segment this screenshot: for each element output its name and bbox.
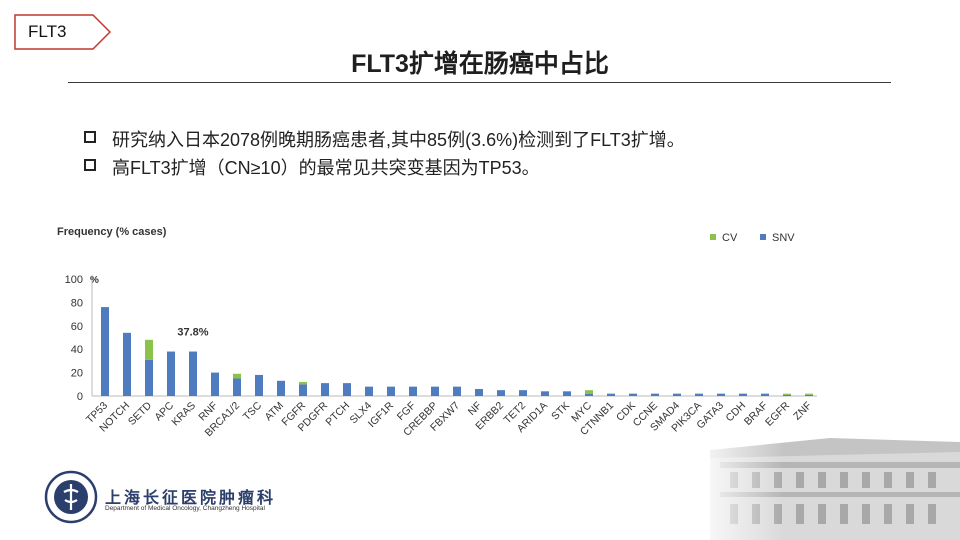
bar-snv xyxy=(651,393,659,396)
x-tick-label: ZNF xyxy=(791,400,814,423)
bar-snv xyxy=(673,393,681,396)
y-tick-label: 100 xyxy=(65,274,83,286)
section-tag: FLT3 xyxy=(14,14,112,50)
legend-label-cv: CV xyxy=(722,232,738,244)
square-bullet-icon xyxy=(84,131,96,143)
x-tick-label: EGFR xyxy=(763,399,792,428)
bar-snv xyxy=(475,388,483,396)
bar-snv xyxy=(585,393,593,396)
square-bullet-icon xyxy=(84,159,96,171)
bar-snv xyxy=(167,351,175,396)
y-tick-label: 60 xyxy=(71,321,83,333)
bar-snv xyxy=(497,390,505,396)
title-divider xyxy=(68,82,891,83)
x-tick-label: PTCH xyxy=(323,400,352,429)
bar-snv xyxy=(695,393,703,396)
bar-snv xyxy=(255,374,263,396)
bar-snv xyxy=(431,386,439,396)
bar-snv xyxy=(277,380,285,396)
hospital-building-image xyxy=(690,430,960,540)
bar-snv xyxy=(541,391,549,396)
bar-snv xyxy=(629,393,637,396)
bar-snv xyxy=(365,386,373,396)
bar-snv xyxy=(101,307,109,396)
bullet-text: 研究纳入日本2078例晚期肠癌患者,其中85例(3.6%)检测到了FLT3扩增。 xyxy=(112,130,685,150)
bar-snv xyxy=(299,384,307,396)
legend-label-snv: SNV xyxy=(772,232,795,244)
bar-snv xyxy=(233,378,241,396)
bar-snv xyxy=(145,359,153,396)
bar-cv xyxy=(299,381,307,385)
bar-cv xyxy=(233,373,241,379)
bar-cv xyxy=(585,390,593,394)
bar-snv xyxy=(387,386,395,396)
bar-snv xyxy=(607,393,615,396)
page-title: FLT3扩增在肠癌中占比 xyxy=(351,50,609,78)
x-tick-label: TSC xyxy=(241,399,265,423)
x-tick-label: KRAS xyxy=(169,400,198,429)
bar-snv xyxy=(783,394,791,396)
x-tick-label: STK xyxy=(549,400,572,423)
bar-snv xyxy=(453,386,461,396)
kras-annotation: 37.8% xyxy=(177,327,208,339)
bar-cv xyxy=(783,393,791,395)
bar-snv xyxy=(211,372,219,396)
bar-cv xyxy=(805,393,813,395)
bar-snv xyxy=(563,391,571,396)
bar-snv xyxy=(409,386,417,396)
bullet-text: 高FLT3扩增（CN≥10）的最常见共突变基因为TP53。 xyxy=(112,158,540,178)
x-tick-label: SETD xyxy=(126,399,155,428)
bar-snv xyxy=(519,390,527,396)
hospital-logo xyxy=(44,470,98,524)
bar-snv xyxy=(343,383,351,396)
y-unit-label: % xyxy=(90,275,99,286)
bar-cv xyxy=(145,339,153,360)
bar-snv xyxy=(189,351,197,396)
bar-snv xyxy=(739,393,747,396)
hospital-name: 上海长征医院肿瘤科 xyxy=(105,490,277,507)
y-tick-label: 20 xyxy=(71,368,83,380)
bar-snv xyxy=(321,383,329,396)
hospital-name-english: Department of Medical Oncology, Changzhe… xyxy=(105,505,265,512)
x-tick-label: IGF1R xyxy=(366,399,397,430)
legend-swatch-cv xyxy=(710,234,716,240)
y-axis-label: Frequency (% cases) xyxy=(57,226,167,238)
bar-snv xyxy=(717,393,725,396)
y-tick-label: 40 xyxy=(71,344,83,356)
bar-snv xyxy=(761,393,769,396)
bar-snv xyxy=(805,394,813,396)
y-tick-label: 80 xyxy=(71,297,83,309)
section-tag-label: FLT3 xyxy=(28,22,67,41)
bar-snv xyxy=(123,332,131,396)
legend-swatch-snv xyxy=(760,234,766,240)
y-tick-label: 0 xyxy=(77,391,83,403)
